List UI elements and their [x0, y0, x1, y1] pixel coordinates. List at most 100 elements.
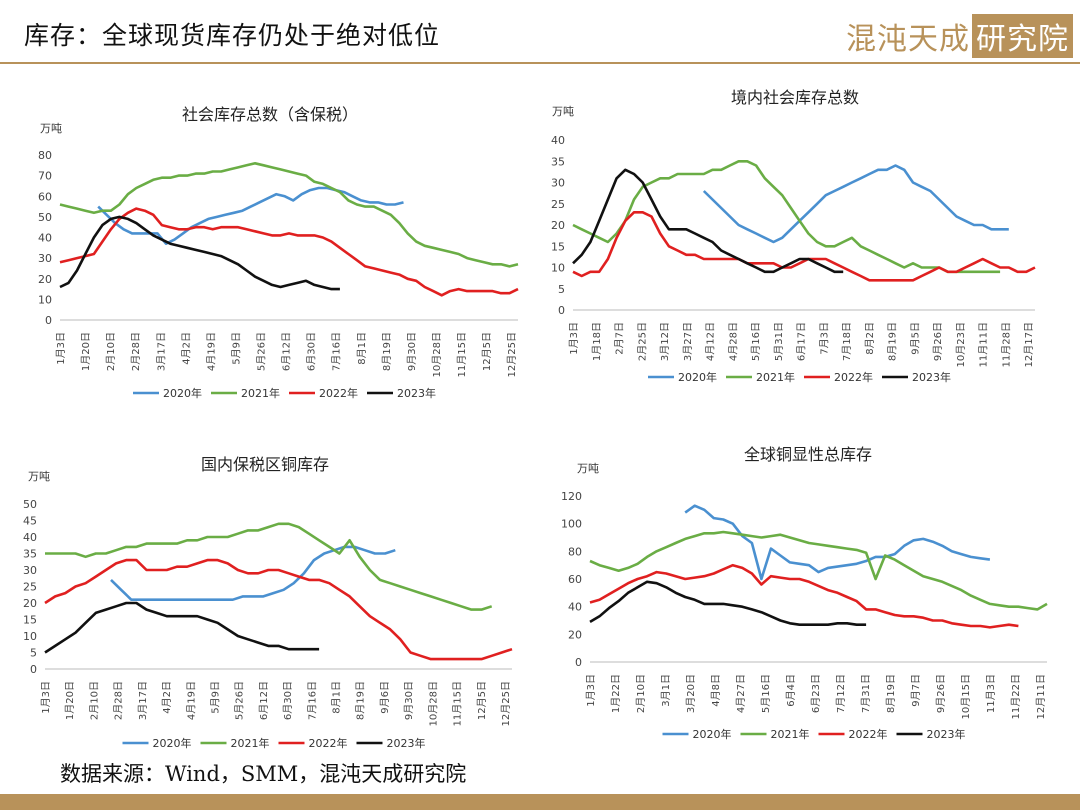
series-line-2022年: [59, 207, 519, 297]
series-line-2021年: [59, 162, 519, 268]
y-tick-label: 80: [38, 149, 52, 162]
x-tick-label: 8月19日: [887, 322, 899, 361]
x-tick-label: 11月15日: [452, 681, 464, 726]
legend-label: 2020年: [678, 370, 717, 384]
y-tick-label: 40: [568, 601, 582, 614]
x-tick-label: 8月19日: [355, 681, 367, 720]
x-tick-label: 1月3日: [55, 332, 67, 365]
y-tick-label: 10: [38, 293, 52, 306]
x-tick-label: 6月23日: [810, 674, 822, 713]
x-tick-label: 8月1日: [331, 681, 343, 714]
x-tick-label: 2月28日: [130, 332, 142, 371]
y-tick-label: 40: [38, 232, 52, 245]
y-tick-label: 50: [23, 498, 37, 511]
y-tick-label: 5: [558, 283, 565, 296]
y-tick-label: 45: [23, 515, 37, 528]
legend-label: 2022年: [834, 370, 873, 384]
x-tick-label: 9月7日: [910, 674, 922, 707]
x-tick-label: 4月19日: [205, 332, 217, 371]
x-tick-label: 11月11日: [978, 322, 990, 367]
y-tick-label: 35: [551, 155, 565, 168]
x-tick-label: 5月9日: [209, 681, 221, 714]
y-tick-label: 0: [558, 304, 565, 317]
x-tick-label: 12月5日: [481, 332, 493, 371]
series-line-2021年: [589, 530, 1048, 611]
series-line-2022年: [44, 558, 513, 661]
logo-box-text: 研究院: [972, 14, 1073, 58]
x-tick-label: 9月30日: [406, 332, 418, 371]
y-tick-label: 120: [561, 490, 582, 503]
x-tick-label: 6月12日: [258, 681, 270, 720]
y-tick-label: 20: [38, 273, 52, 286]
series-line-2023年: [59, 215, 340, 291]
legend-label: 2023年: [387, 736, 426, 750]
y-tick-label: 60: [568, 573, 582, 586]
series-line-2020年: [702, 164, 1009, 244]
x-tick-label: 2月10日: [105, 332, 117, 371]
x-tick-label: 2月7日: [614, 322, 626, 355]
x-tick-label: 8月2日: [864, 322, 876, 355]
chart-title: 境内社会库存总数: [731, 88, 859, 107]
x-tick-label: 11月15日: [456, 332, 468, 377]
x-tick-label: 4月2日: [161, 681, 173, 714]
y-tick-label: 5: [30, 647, 37, 660]
x-tick-label: 2月10日: [635, 674, 647, 713]
x-tick-label: 2月28日: [113, 681, 125, 720]
legend-label: 2021年: [771, 727, 810, 741]
y-tick-label: 30: [23, 564, 37, 577]
series-line-2023年: [44, 601, 320, 654]
chart-social-inventory: 社会库存总数（含保税） 万吨 0 10 20 30 40 50 60 70 80 1月3日 1月20日 2…: [38, 105, 519, 400]
x-tick-label: 7月12日: [835, 674, 847, 713]
y-tick-label: 70: [38, 170, 52, 183]
series-line-2020年: [110, 545, 396, 601]
legend-label: 2021年: [241, 386, 280, 400]
series-line-2023年: [589, 580, 867, 626]
legend-label: 2020年: [153, 736, 192, 750]
x-tick-label: 2月10日: [88, 681, 100, 720]
y-tick-label: 10: [23, 630, 37, 643]
x-tick-label: 9月26日: [932, 322, 944, 361]
x-tick-label: 1月3日: [568, 322, 580, 355]
x-tick-label: 6月4日: [785, 674, 797, 707]
x-tick-label: 4月8日: [710, 674, 722, 707]
x-tick-label: 8月1日: [356, 332, 368, 365]
y-tick-label: 15: [551, 240, 565, 253]
x-tick-label: 4月27日: [735, 674, 747, 713]
legend-label: 2022年: [849, 727, 888, 741]
x-tick-label: 10月28日: [431, 332, 443, 377]
x-tick-label: 5月16日: [750, 322, 762, 361]
x-tick-label: 10月23日: [955, 322, 967, 367]
x-tick-label: 3月20日: [685, 674, 697, 713]
legend-label: 2023年: [397, 386, 436, 400]
y-tick-label: 50: [38, 211, 52, 224]
x-tick-label: 1月22日: [610, 674, 622, 713]
x-tick-label: 5月16日: [760, 674, 772, 713]
x-tick-label: 3月12日: [659, 322, 671, 361]
y-tick-label: 80: [568, 545, 582, 558]
x-tick-label: 12月25日: [500, 681, 512, 726]
y-tick-label: 20: [551, 219, 565, 232]
x-tick-label: 10月28日: [427, 681, 439, 726]
y-tick-label: 40: [551, 134, 565, 147]
x-tick-label: 1月20日: [64, 681, 76, 720]
y-tick-label: 20: [568, 628, 582, 641]
chart-title: 国内保税区铜库存: [201, 455, 329, 474]
title-divider: [0, 62, 1080, 64]
x-tick-label: 12月11日: [1035, 674, 1047, 719]
y-tick-label: 60: [38, 190, 52, 203]
x-tick-label: 9月26日: [935, 674, 947, 713]
x-tick-label: 7月16日: [331, 332, 343, 371]
legend-label: 2023年: [927, 727, 966, 741]
data-source: 数据来源：Wind，SMM，混沌天成研究院: [60, 762, 467, 786]
y-tick-label: 0: [45, 314, 52, 327]
x-tick-label: 12月5日: [476, 681, 488, 720]
series-line-2021年: [45, 522, 493, 611]
x-tick-label: 6月12日: [281, 332, 293, 371]
x-tick-label: 12月17日: [1023, 322, 1035, 367]
x-tick-label: 3月17日: [137, 681, 149, 720]
x-tick-label: 5月26日: [234, 681, 246, 720]
y-tick-label: 25: [23, 581, 37, 594]
x-tick-label: 9月5日: [909, 322, 921, 355]
series-line-2023年: [572, 168, 844, 274]
